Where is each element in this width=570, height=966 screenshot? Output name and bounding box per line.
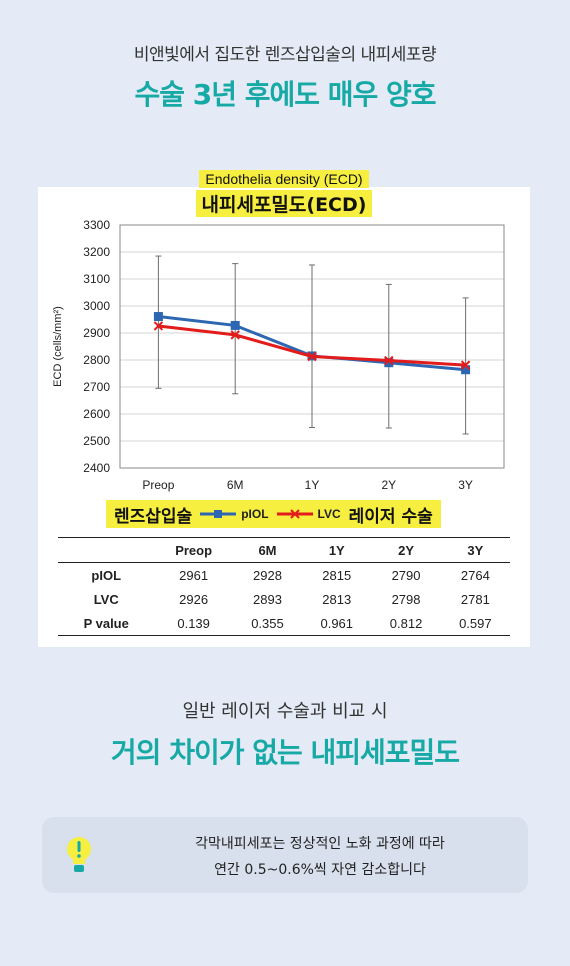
table-header-cell: 2Y: [398, 542, 414, 558]
table-cell: 0.355: [251, 615, 284, 631]
note-line-1: 각막내피세포는 정상적인 노화 과정에 따라: [195, 836, 445, 852]
chart-card: 2400 2500 2600 2700 2800 2900 3000 3100 3200 3300…: [38, 170, 530, 647]
table-header-cell: Preop: [175, 542, 213, 558]
x-tick-label: 3Y: [458, 478, 473, 492]
table-cell: 2813: [322, 591, 352, 607]
table-header-cell: 3Y: [467, 542, 484, 558]
x-tick-label: 6M: [227, 478, 244, 492]
x-tick-label: 1Y: [305, 478, 320, 492]
table-header-cell: 6M: [258, 542, 277, 558]
info-note: 각막내피세포는 정상적인 노화 과정에 따라 연간 0.5~0.6%씩 자연 감…: [42, 817, 528, 893]
table-row: pIOL 2961 2928 2815 2790 2764: [58, 563, 510, 588]
legend-left-label: 렌즈삽입술: [114, 506, 193, 527]
table-row-label: P value: [83, 615, 129, 631]
note-line-2: 연간 0.5~0.6%씩 자연 감소합니다: [214, 862, 426, 878]
table-row: P value 0.139 0.355 0.961 0.812 0.597: [58, 611, 510, 636]
header-subtitle: 비앤빛에서 집도한 렌즈삽입술의 내피세포량: [133, 45, 437, 65]
table-cell: 2790: [391, 567, 421, 583]
legend-lvc-label: LVC: [317, 507, 341, 521]
table-row-label: LVC: [93, 591, 119, 607]
table-cell: 2798: [391, 591, 421, 607]
legend-lvc-marker: [276, 509, 313, 519]
y-tick-label: 2800: [83, 353, 110, 367]
table-header-cell: 1Y: [328, 542, 345, 558]
y-tick-label: 3200: [83, 245, 110, 259]
data-table: Preop 6M 1Y 2Y 3Y pIOL 2961 2928 2815 27…: [58, 537, 510, 636]
data-point-piol: [153, 312, 163, 322]
y-tick-label: 2500: [83, 434, 110, 448]
table-cell: 0.812: [389, 615, 423, 631]
y-tick-label: 2600: [83, 407, 110, 421]
data-point-lvc: [460, 360, 471, 370]
y-axis-label: ECD (cells/mm²): [52, 306, 64, 387]
legend-piol-marker: [200, 510, 237, 518]
header-headline: 수술 3년 후에도 매우 양호: [134, 78, 436, 111]
table-cell: 2815: [322, 567, 352, 583]
table-cell: 2764: [460, 567, 490, 583]
y-tick-label: 2400: [83, 461, 110, 475]
table-cell: 2926: [179, 591, 209, 607]
table-header-cell: [58, 538, 154, 563]
chart-legend: 렌즈삽입술 pIOL LVC 레이저 수술: [106, 500, 441, 528]
data-point-lvc: [384, 355, 394, 366]
data-point-piol: [461, 365, 471, 375]
data-point-lvc: [153, 321, 164, 331]
comparison-headline: 거의 차이가 없는 내피세포밀도: [110, 736, 460, 769]
y-tick-label: 3100: [83, 272, 110, 286]
data-point-lvc: [307, 351, 317, 362]
table-cell: 2928: [253, 567, 282, 583]
comparison-subtitle: 일반 레이저 수술과 비교 시: [182, 701, 388, 722]
table-cell: 2893: [253, 591, 282, 607]
y-tick-label: 3300: [83, 218, 110, 232]
y-tick-label: 2700: [83, 380, 110, 394]
table-row-label: pIOL: [91, 567, 122, 583]
legend-right-label: 레이저 수술: [348, 506, 433, 527]
table-cell: 2961: [179, 567, 209, 583]
table-header-row: Preop 6M 1Y 2Y 3Y: [58, 537, 510, 563]
ecd-line-chart: 2400 2500 2600 2700 2800 2900 3000 3100 3200 3300…: [52, 218, 505, 492]
chart-title-en: Endothelia density (ECD): [199, 170, 369, 188]
table-cell: 0.597: [459, 615, 492, 631]
lightbulb-icon: [67, 837, 91, 872]
x-tick-label: Preop: [142, 478, 174, 492]
table-cell: 2781: [460, 591, 490, 607]
legend-piol-label: pIOL: [241, 507, 269, 521]
y-tick-label: 2900: [83, 326, 110, 340]
x-tick-label: 2Y: [381, 478, 396, 492]
table-cell: 0.961: [320, 615, 354, 631]
table-row: LVC 2926 2893 2813 2798 2781: [58, 587, 510, 611]
table-cell: 0.139: [177, 615, 210, 631]
plot-frame: [119, 224, 505, 469]
data-point-piol: [230, 320, 240, 330]
data-point-lvc: [230, 330, 240, 340]
header: 비앤빛에서 집도한 렌즈삽입술의 내피세포량 수술 3년 후에도 매우 양호: [0, 40, 570, 113]
chart-title-ko: 내피세포밀도(ECD): [195, 190, 373, 217]
chart-title: Endothelia density (ECD) 내피세포밀도(ECD): [38, 169, 530, 217]
comparison-section: 일반 레이저 수술과 비교 시 거의 차이가 없는 내피세포밀도: [0, 697, 570, 771]
legend-lvc: LVC: [276, 507, 341, 521]
y-tick-label: 3000: [83, 299, 110, 313]
data-point-piol: [384, 358, 394, 368]
note-text: 각막내피세포는 정상적인 노화 과정에 따라 연간 0.5~0.6%씩 자연 감…: [112, 831, 528, 883]
legend-piol: pIOL: [200, 507, 269, 521]
